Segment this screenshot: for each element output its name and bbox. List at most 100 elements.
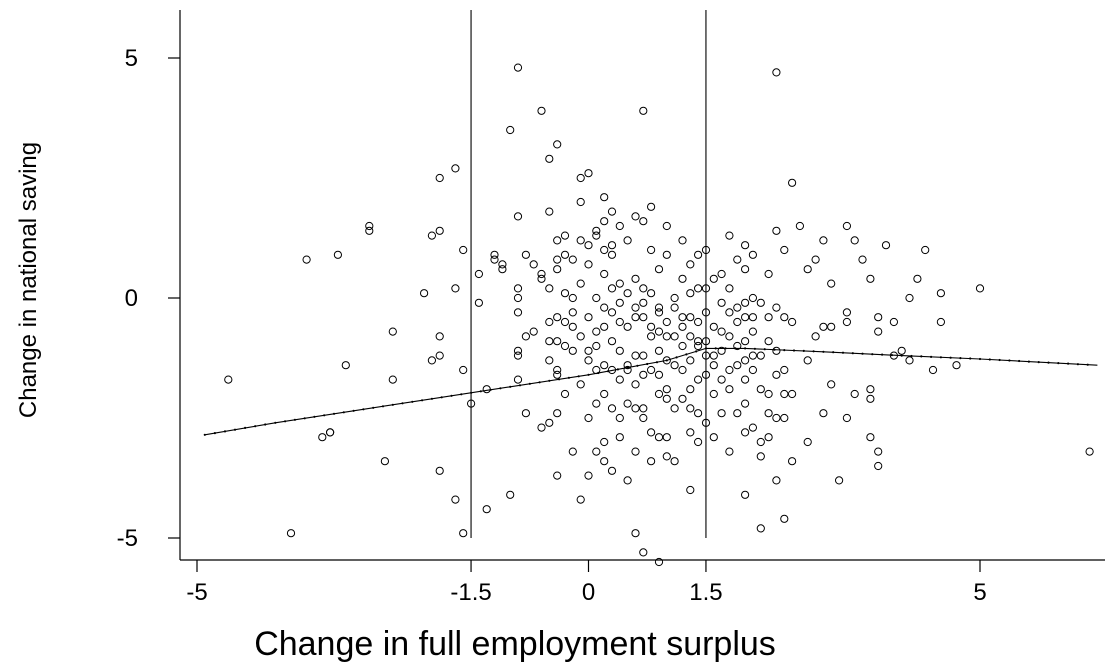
data-point — [788, 317, 797, 327]
data-point — [647, 202, 656, 211]
data-point — [686, 313, 695, 322]
data-point — [607, 308, 617, 317]
fit-line-dot — [763, 348, 766, 351]
data-point — [623, 322, 632, 331]
fit-line-dot — [499, 387, 502, 390]
data-point — [701, 351, 711, 360]
data-point — [427, 356, 436, 365]
data-point — [874, 461, 883, 471]
data-point — [709, 389, 718, 399]
data-point — [623, 476, 632, 485]
fit-line — [204, 347, 1098, 436]
data-point — [670, 332, 679, 341]
data-point — [631, 313, 640, 322]
data-point — [772, 346, 781, 355]
data-point — [224, 375, 233, 384]
data-point — [686, 485, 695, 495]
fit-line-dot — [900, 354, 903, 357]
data-point — [513, 284, 523, 293]
data-point — [803, 356, 812, 365]
data-point — [647, 322, 656, 331]
fit-line-dot — [1008, 359, 1011, 362]
data-point — [662, 452, 671, 461]
data-point — [694, 409, 703, 418]
fit-line-dot — [851, 352, 854, 355]
data-point — [709, 322, 718, 331]
data-point — [639, 284, 648, 293]
data-point — [733, 361, 742, 370]
data-point — [678, 322, 687, 331]
data-point — [576, 197, 585, 207]
data-point — [545, 154, 554, 163]
axes: -5 0 5 -5 -1.5 0 1.5 5 — [117, 10, 1105, 606]
data-point — [678, 365, 687, 375]
data-point — [662, 433, 671, 442]
data-point — [607, 337, 617, 346]
fit-line-dot — [558, 378, 561, 381]
data-point — [678, 236, 687, 245]
data-point — [560, 317, 570, 327]
data-point — [842, 317, 852, 327]
data-point — [756, 351, 765, 360]
data-point — [725, 385, 734, 394]
data-point — [498, 265, 507, 274]
fit-line-dot — [274, 421, 277, 424]
fit-line-dot — [744, 347, 747, 350]
fit-line-dot — [203, 433, 206, 436]
fit-line-dot — [1018, 359, 1021, 363]
data-point — [694, 317, 703, 327]
data-point — [874, 447, 883, 456]
data-point — [600, 193, 609, 202]
data-point — [647, 428, 656, 437]
data-point — [819, 409, 828, 418]
data-point — [748, 365, 758, 375]
data-point — [388, 375, 397, 384]
data-point — [467, 399, 476, 408]
fit-line-dot — [284, 420, 287, 423]
data-point — [607, 207, 617, 216]
data-point — [553, 236, 562, 245]
fit-line-dot — [881, 353, 884, 356]
fit-line-dot — [685, 353, 688, 356]
data-point — [576, 279, 585, 288]
data-point — [631, 380, 640, 389]
data-point — [842, 221, 852, 231]
x-tick-label: 0 — [582, 579, 595, 606]
data-point — [568, 308, 577, 317]
data-point — [701, 245, 711, 255]
data-point — [678, 274, 687, 283]
data-point — [513, 346, 523, 355]
data-point — [788, 178, 797, 187]
data-point — [592, 447, 601, 456]
data-point — [490, 250, 499, 259]
data-point — [435, 332, 444, 341]
data-point — [741, 298, 750, 307]
fit-line-dot — [969, 357, 972, 360]
data-point — [866, 385, 875, 394]
data-point — [623, 361, 632, 370]
data-point — [662, 317, 671, 327]
data-point — [819, 236, 828, 245]
data-point — [584, 260, 593, 269]
data-point — [788, 457, 797, 466]
data-point — [717, 269, 726, 279]
x-axis-title: Change in full employment surplus — [254, 625, 776, 663]
data-point — [725, 284, 734, 293]
fit-line-dot — [636, 364, 639, 367]
data-point — [560, 231, 570, 240]
data-point — [842, 413, 852, 423]
data-point — [764, 313, 773, 322]
data-point — [647, 365, 656, 375]
data-point — [584, 169, 593, 178]
data-point — [748, 313, 758, 322]
data-point — [811, 255, 820, 264]
fit-line-dot — [440, 396, 443, 399]
data-point — [600, 389, 609, 399]
data-point — [654, 389, 664, 399]
data-point — [451, 495, 460, 504]
fit-line-dot — [988, 358, 991, 361]
data-point — [647, 289, 656, 298]
fit-line-dot — [233, 428, 237, 431]
data-point — [733, 255, 742, 264]
data-point — [513, 375, 523, 384]
